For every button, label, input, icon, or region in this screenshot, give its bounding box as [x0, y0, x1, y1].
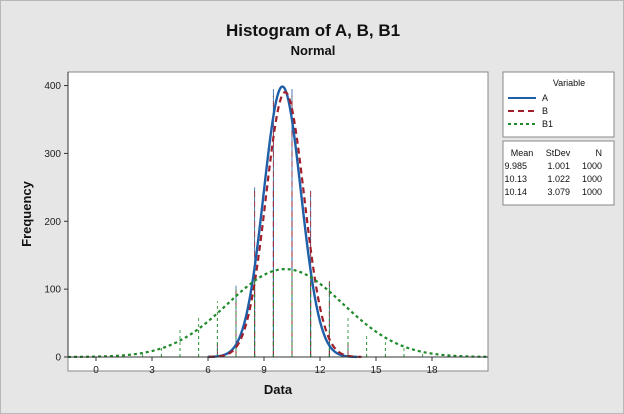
x-tick-label: 3	[149, 365, 155, 376]
stats-rows: 9.985 1.001 1000 10.13 1.022 1000 10.14 3.079 10…	[504, 161, 602, 197]
stats-n: 1000	[582, 187, 602, 197]
stats-mean: 10.14	[504, 187, 527, 197]
y-tick-label: 100	[44, 285, 61, 296]
y-tick-label: 200	[44, 217, 61, 228]
y-tick-label: 400	[44, 81, 61, 92]
legend-box	[502, 71, 615, 138]
fit-curve-a	[207, 85, 358, 359]
x-tick-label: 15	[370, 365, 382, 376]
x-tick-label: 18	[426, 365, 438, 376]
stats-n: 1000	[582, 161, 602, 171]
x-axis-label: Data	[264, 382, 293, 397]
axes: 0 3 6 9 12 15 18 0 100 200 300 400	[44, 72, 488, 376]
x-tick-label: 12	[314, 365, 326, 376]
stats-header-n: N	[596, 148, 603, 158]
fit-curve-b	[208, 90, 362, 359]
legend-label-b1: B1	[542, 119, 553, 129]
stats-header-stdev: StDev	[546, 148, 571, 158]
legend-label-b: B	[542, 106, 548, 116]
x-tick-label: 0	[93, 365, 99, 376]
stats-stdev: 1.022	[547, 174, 570, 184]
stats-mean: 10.13	[504, 174, 527, 184]
x-tick-label: 9	[261, 365, 267, 376]
histogram-bar-b1	[347, 333, 368, 357]
stats-table: Mean StDev N 9.985 1.001 1000 10.13 1.022 100…	[502, 140, 615, 206]
y-tick-label: 0	[55, 353, 61, 364]
y-axis-label: Frequency	[19, 180, 34, 247]
stats-n: 1000	[582, 174, 602, 184]
y-tick-label: 300	[44, 149, 61, 160]
stats-stdev: 1.001	[547, 161, 570, 171]
normal-fit-curves	[67, 85, 489, 359]
chart-subtitle: Normal	[291, 43, 336, 58]
stats-stdev: 3.079	[547, 187, 570, 197]
legend-label-a: A	[542, 93, 548, 103]
histogram-bar-b1	[403, 351, 424, 357]
stats-mean: 9.985	[504, 161, 527, 171]
chart-title: Histogram of A, B, B1	[226, 21, 400, 40]
fit-curve-b1	[67, 267, 489, 359]
legend: Variable AB B1	[502, 71, 615, 138]
stats-box	[502, 140, 615, 206]
legend-entries: AB B1	[508, 93, 553, 129]
x-tick-label: 6	[205, 365, 211, 376]
legend-title: Variable	[553, 78, 585, 88]
stats-header-mean: Mean	[511, 148, 534, 158]
plot-area	[67, 71, 489, 372]
